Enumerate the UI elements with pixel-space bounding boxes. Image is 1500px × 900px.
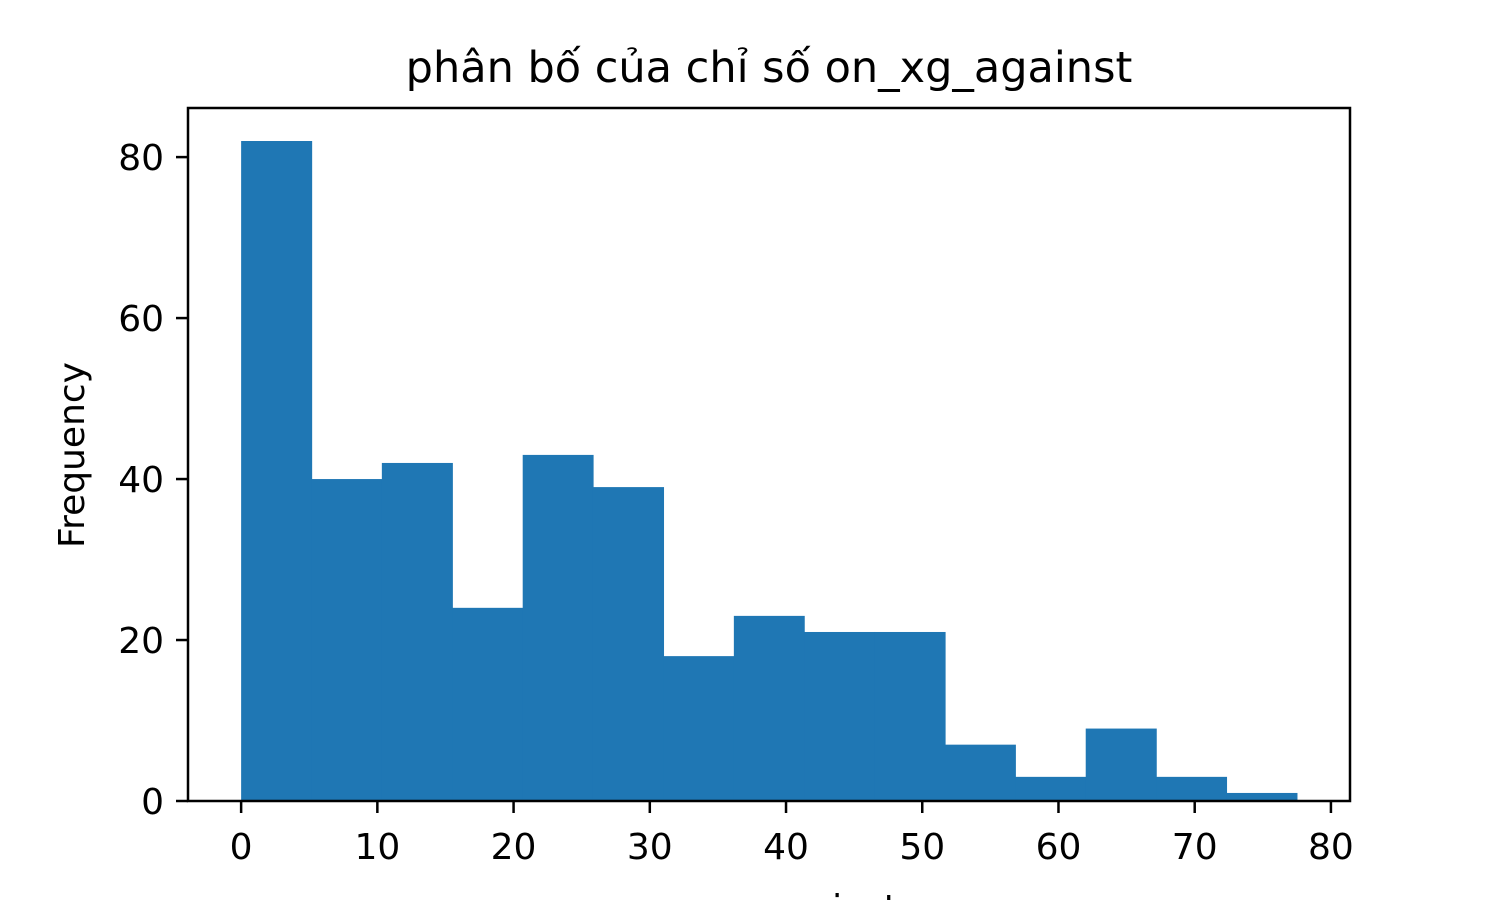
x-axis: 0 10 20 30 40 50 60 70 80 <box>230 801 1354 868</box>
histogram-bar <box>592 487 665 801</box>
histogram-bar <box>1085 728 1157 801</box>
x-tick-label: 50 <box>899 827 945 868</box>
x-tick-label: 10 <box>354 827 400 868</box>
histogram-bar <box>733 615 805 801</box>
x-axis-title: on_xg_against <box>640 888 898 900</box>
plot-frame <box>186 106 1352 803</box>
histogram-bar <box>381 462 453 801</box>
histogram-bar <box>874 631 946 801</box>
x-tick-label: 60 <box>1036 827 1082 868</box>
histogram-bar <box>1226 792 1298 801</box>
histogram-bar <box>804 631 876 801</box>
histogram-bar <box>522 454 594 801</box>
histogram-bar <box>1015 776 1087 801</box>
y-tick-label: 60 <box>118 299 164 340</box>
y-axis: 0 20 40 60 80 <box>118 138 188 823</box>
x-tick-label: 0 <box>230 827 253 868</box>
histogram-bar <box>945 744 1016 801</box>
histogram-bar <box>1156 776 1228 801</box>
histogram-bar <box>452 607 524 801</box>
x-tick-label: 20 <box>491 827 537 868</box>
histogram-bar <box>663 656 735 801</box>
y-axis-title: Frequency <box>52 362 93 548</box>
x-tick-label: 40 <box>763 827 809 868</box>
y-tick-label: 20 <box>118 621 164 662</box>
histogram-bar <box>241 141 313 801</box>
x-tick-label: 80 <box>1308 827 1354 868</box>
bars-layer <box>241 141 1298 801</box>
x-tick-label: 70 <box>1172 827 1218 868</box>
chart-title: phân bố của chỉ số on_xg_against <box>406 43 1133 93</box>
y-tick-label: 80 <box>118 138 164 179</box>
histogram-bar <box>311 479 383 801</box>
y-tick-label: 0 <box>141 782 164 823</box>
x-tick-label: 30 <box>627 827 673 868</box>
y-tick-label: 40 <box>118 460 164 501</box>
